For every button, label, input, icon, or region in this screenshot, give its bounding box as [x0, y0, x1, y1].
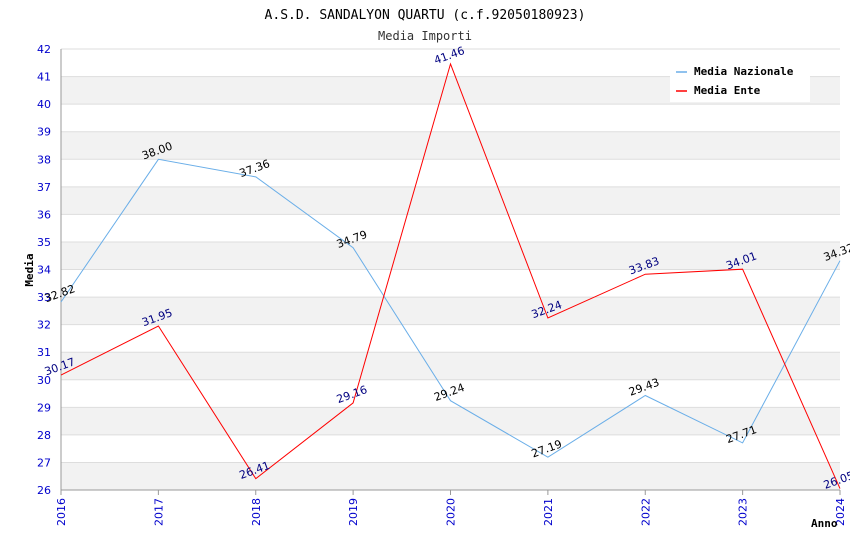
y-tick-label: 28	[37, 429, 51, 442]
plot-band	[61, 131, 840, 160]
x-tick-label: 2016	[55, 498, 68, 526]
plot-background-bands	[61, 76, 840, 490]
y-tick-label: 31	[37, 346, 51, 359]
y-tick-label: 38	[37, 153, 51, 166]
axes	[60, 49, 841, 495]
y-tick-label: 35	[37, 236, 51, 249]
chart-subtitle: Media Importi	[378, 29, 472, 43]
x-tick-label: 2023	[737, 498, 750, 526]
y-axis-label: Media	[23, 253, 36, 286]
y-tick-label: 32	[37, 319, 51, 332]
y-tick-label: 40	[37, 98, 51, 111]
x-tick-label: 2017	[152, 498, 165, 526]
data-label: 29.16	[335, 383, 369, 406]
plot-band	[61, 462, 840, 490]
series-lines	[60, 62, 841, 489]
x-tick-labels: 2016 2017 2018 2019 2020 2021 2022 2023 2024	[55, 498, 847, 526]
legend-box	[670, 60, 810, 102]
data-label: 29.24	[432, 381, 466, 404]
data-label: 41.46	[432, 44, 466, 67]
y-tick-label: 29	[37, 401, 51, 414]
y-tick-label: 36	[37, 208, 51, 221]
chart-title: A.S.D. SANDALYON QUARTU (c.f.92050180923…	[265, 8, 586, 23]
x-tick-label: 2018	[250, 498, 263, 526]
x-tick-label: 2020	[445, 498, 458, 526]
legend-label-media-ente: Media Ente	[694, 84, 761, 97]
x-tick-label: 2019	[347, 498, 360, 526]
y-tick-label: 33	[37, 291, 51, 304]
plot-band	[61, 297, 840, 325]
y-tick-label: 26	[37, 484, 51, 497]
y-tick-label: 41	[37, 71, 51, 84]
legend: Media Nazionale Media Ente	[670, 60, 810, 102]
legend-label-media-nazionale: Media Nazionale	[694, 65, 794, 78]
plot-band	[61, 352, 840, 380]
y-tick-label: 39	[37, 126, 51, 139]
y-tick-label: 42	[37, 43, 51, 56]
y-tick-labels: 26 27 28 29 30 31 32 33 34 35 36 37 38 39 40 41 42	[37, 43, 51, 497]
series-line-media-nazionale	[60, 158, 841, 458]
y-tick-label: 30	[37, 374, 51, 387]
series-line-media-ente	[60, 62, 841, 489]
y-tick-label: 27	[37, 456, 51, 469]
plot-band	[61, 407, 840, 435]
y-tick-label: 34	[37, 264, 51, 277]
plot-band	[61, 186, 840, 215]
x-tick-label: 2024	[834, 498, 847, 526]
x-tick-label: 2022	[639, 498, 652, 526]
plot-band	[61, 241, 840, 270]
x-tick-label: 2021	[542, 498, 555, 526]
x-axis-label: Anno	[811, 517, 838, 530]
y-tick-label: 37	[37, 181, 51, 194]
